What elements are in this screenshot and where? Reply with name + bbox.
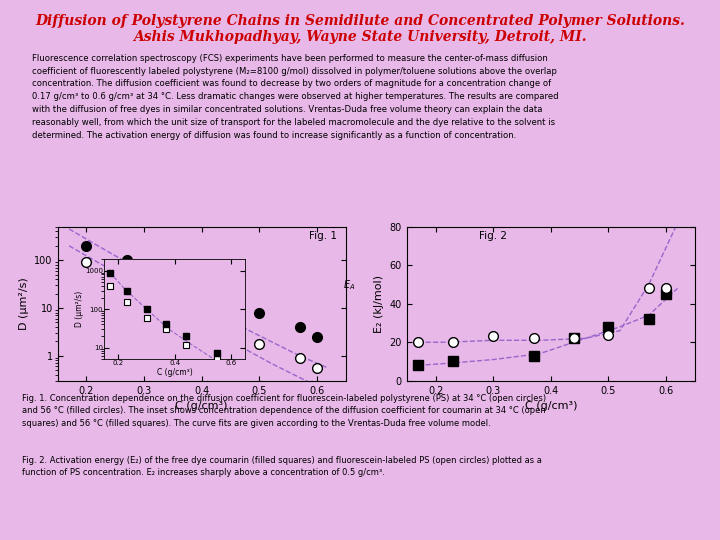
Y-axis label: E₂ (kJ/mol): E₂ (kJ/mol) [374, 275, 384, 333]
Y-axis label: D (μm²/s): D (μm²/s) [75, 291, 84, 327]
Text: Fig. 1: Fig. 1 [309, 232, 337, 241]
Text: Ashis Mukhopadhyay, Wayne State University, Detroit, MI.: Ashis Mukhopadhyay, Wayne State Universi… [133, 30, 587, 44]
Text: Diffusion of Polystyrene Chains in Semidilute and Concentrated Polymer Solutions: Diffusion of Polystyrene Chains in Semid… [35, 14, 685, 28]
X-axis label: C (g/cm³): C (g/cm³) [157, 368, 192, 377]
X-axis label: C (g/cm³): C (g/cm³) [525, 401, 577, 411]
Text: Fig. 1. Concentration dependence on the diffusion coefficient for fluorescein-la: Fig. 1. Concentration dependence on the … [22, 394, 546, 428]
Y-axis label: D (μm²/s): D (μm²/s) [19, 278, 29, 330]
Text: Fig. 2. Activation energy (E₂) of the free dye coumarin (filled squares) and flu: Fig. 2. Activation energy (E₂) of the fr… [22, 456, 541, 477]
Text: Fig. 2: Fig. 2 [479, 232, 507, 241]
Text: $E_A$: $E_A$ [343, 279, 356, 292]
Text: Fluorescence correlation spectroscopy (FCS) experiments have been performed to m: Fluorescence correlation spectroscopy (F… [32, 53, 559, 140]
X-axis label: C (g/cm³): C (g/cm³) [176, 401, 228, 411]
